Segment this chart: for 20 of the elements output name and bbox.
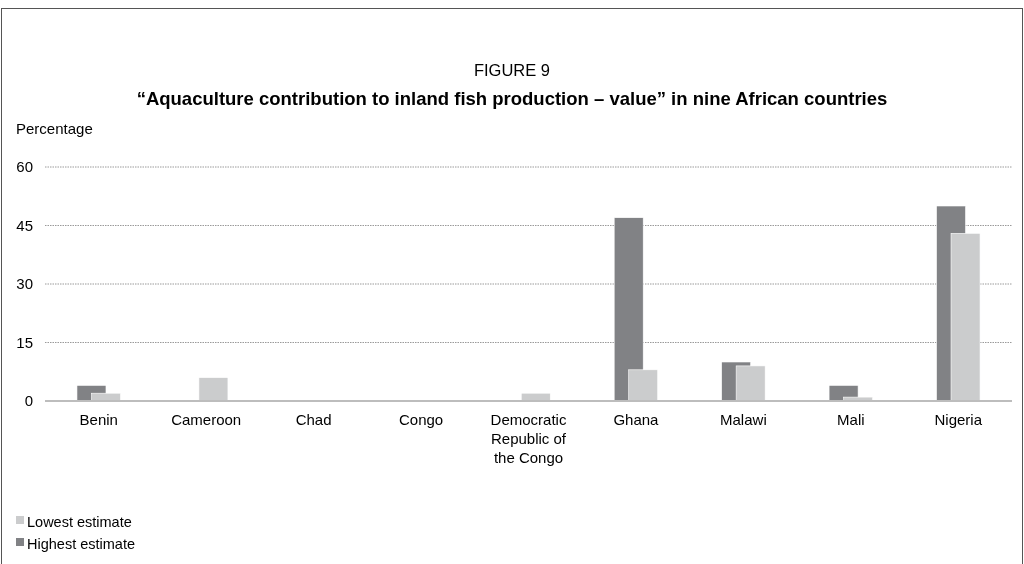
- y-tick-label: 60: [16, 158, 33, 176]
- x-tick-label: Congo: [398, 411, 444, 428]
- x-tick-label: Ghana: [613, 411, 660, 428]
- x-tick-label: Nigeria: [934, 411, 983, 428]
- legend-label: Lowest estimate: [27, 514, 132, 531]
- y-tick-label: 0: [24, 392, 33, 410]
- x-tick-label: Benin: [79, 411, 118, 428]
- bar: [198, 377, 229, 402]
- y-tick-label: 15: [16, 333, 33, 351]
- legend-label: Highest estimate: [27, 536, 135, 553]
- x-tick-label: Chad: [295, 411, 332, 428]
- y-axis-title: Percentage: [16, 120, 93, 137]
- y-tick-label: 30: [16, 275, 33, 293]
- chart-title: FIGURE 9: [473, 61, 551, 79]
- x-tick-label: Democratic Republic of the Congo: [490, 411, 567, 466]
- x-tick-label: Malawi: [720, 411, 767, 428]
- y-tick-label: 45: [16, 216, 33, 234]
- x-tick-label: Cameroon: [171, 411, 242, 428]
- chart-subtitle: “Aquaculture contribution to inland fish production – value” in nine African countries: [136, 88, 888, 109]
- x-tick-label: Mali: [837, 411, 865, 428]
